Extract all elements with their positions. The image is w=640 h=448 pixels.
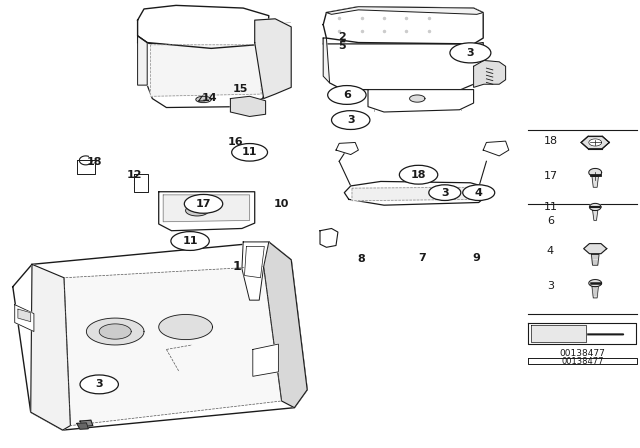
Polygon shape xyxy=(244,246,264,278)
Polygon shape xyxy=(320,228,338,247)
Text: 1: 1 xyxy=(232,260,241,273)
Polygon shape xyxy=(86,318,144,345)
Text: 3: 3 xyxy=(95,379,103,389)
Ellipse shape xyxy=(232,143,268,161)
Ellipse shape xyxy=(399,165,438,184)
Text: 4: 4 xyxy=(475,188,483,198)
Polygon shape xyxy=(159,314,212,340)
Polygon shape xyxy=(442,191,454,196)
Polygon shape xyxy=(13,242,307,430)
Polygon shape xyxy=(589,168,602,177)
Polygon shape xyxy=(592,287,598,298)
Polygon shape xyxy=(344,181,488,205)
Polygon shape xyxy=(99,324,131,339)
Text: 7: 7 xyxy=(419,253,426,263)
Polygon shape xyxy=(336,142,358,155)
Polygon shape xyxy=(134,174,148,192)
Polygon shape xyxy=(323,38,330,83)
Text: 3: 3 xyxy=(547,281,554,291)
Polygon shape xyxy=(255,19,291,99)
Ellipse shape xyxy=(80,375,118,394)
Polygon shape xyxy=(77,423,88,429)
Polygon shape xyxy=(264,242,307,408)
Polygon shape xyxy=(196,96,211,103)
Polygon shape xyxy=(593,211,598,220)
Text: 3: 3 xyxy=(467,48,474,58)
Text: 15: 15 xyxy=(232,84,248,94)
Text: 10: 10 xyxy=(274,199,289,209)
Polygon shape xyxy=(368,90,474,112)
Polygon shape xyxy=(410,95,425,102)
Polygon shape xyxy=(253,344,278,376)
Polygon shape xyxy=(528,358,637,364)
Polygon shape xyxy=(31,264,70,430)
Ellipse shape xyxy=(450,43,491,63)
Text: 16: 16 xyxy=(228,138,243,147)
Polygon shape xyxy=(352,187,477,201)
Text: 3: 3 xyxy=(441,188,449,198)
Polygon shape xyxy=(589,139,602,146)
Text: 6: 6 xyxy=(547,216,554,226)
Polygon shape xyxy=(323,7,483,44)
Text: 18: 18 xyxy=(543,136,557,146)
Ellipse shape xyxy=(463,185,495,201)
Text: 12: 12 xyxy=(127,170,142,180)
Polygon shape xyxy=(531,325,586,342)
Ellipse shape xyxy=(171,232,209,250)
Text: 18: 18 xyxy=(411,170,426,180)
Text: 11: 11 xyxy=(182,236,198,246)
Polygon shape xyxy=(159,192,255,231)
Text: 5: 5 xyxy=(339,41,346,51)
Polygon shape xyxy=(581,136,609,149)
Polygon shape xyxy=(589,203,601,211)
Polygon shape xyxy=(150,45,261,96)
Polygon shape xyxy=(483,141,509,156)
Text: 4: 4 xyxy=(547,246,554,256)
Polygon shape xyxy=(80,420,93,426)
Polygon shape xyxy=(138,5,269,48)
Text: 6: 6 xyxy=(343,90,351,100)
Text: 17: 17 xyxy=(196,199,211,209)
Text: 11: 11 xyxy=(242,147,257,157)
Text: 2: 2 xyxy=(339,32,346,42)
Polygon shape xyxy=(163,195,250,222)
Ellipse shape xyxy=(332,111,370,129)
Ellipse shape xyxy=(184,194,223,213)
Ellipse shape xyxy=(328,86,366,104)
Polygon shape xyxy=(77,160,95,174)
Text: 14: 14 xyxy=(202,93,218,103)
Text: 00138477: 00138477 xyxy=(559,349,605,358)
Polygon shape xyxy=(591,254,599,265)
Polygon shape xyxy=(474,60,506,87)
Polygon shape xyxy=(230,96,266,116)
Polygon shape xyxy=(186,205,209,216)
Polygon shape xyxy=(584,244,607,254)
Polygon shape xyxy=(528,323,636,344)
Ellipse shape xyxy=(429,185,461,201)
Text: 9: 9 xyxy=(473,253,481,263)
Polygon shape xyxy=(326,7,483,14)
Polygon shape xyxy=(592,177,598,187)
Text: 18: 18 xyxy=(87,157,102,167)
Polygon shape xyxy=(242,242,269,300)
Polygon shape xyxy=(15,305,34,332)
Polygon shape xyxy=(138,36,268,108)
Polygon shape xyxy=(323,38,483,90)
Polygon shape xyxy=(18,309,31,322)
Text: 11: 11 xyxy=(543,202,557,212)
Polygon shape xyxy=(138,36,147,85)
Polygon shape xyxy=(64,267,282,426)
Polygon shape xyxy=(589,280,602,287)
Text: 8: 8 xyxy=(358,254,365,264)
Text: 00138477: 00138477 xyxy=(561,357,604,366)
Text: 17: 17 xyxy=(543,171,557,181)
Text: 3: 3 xyxy=(347,115,355,125)
